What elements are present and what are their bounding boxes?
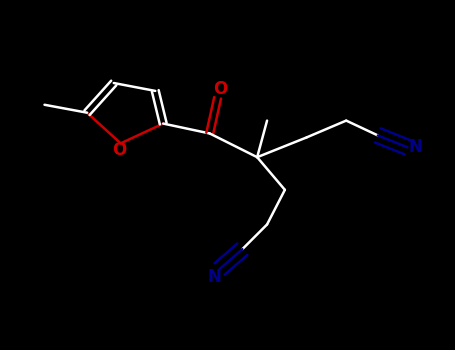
- Text: N: N: [207, 268, 222, 286]
- Text: N: N: [409, 138, 422, 156]
- Text: O: O: [213, 80, 228, 98]
- Text: O: O: [112, 141, 127, 159]
